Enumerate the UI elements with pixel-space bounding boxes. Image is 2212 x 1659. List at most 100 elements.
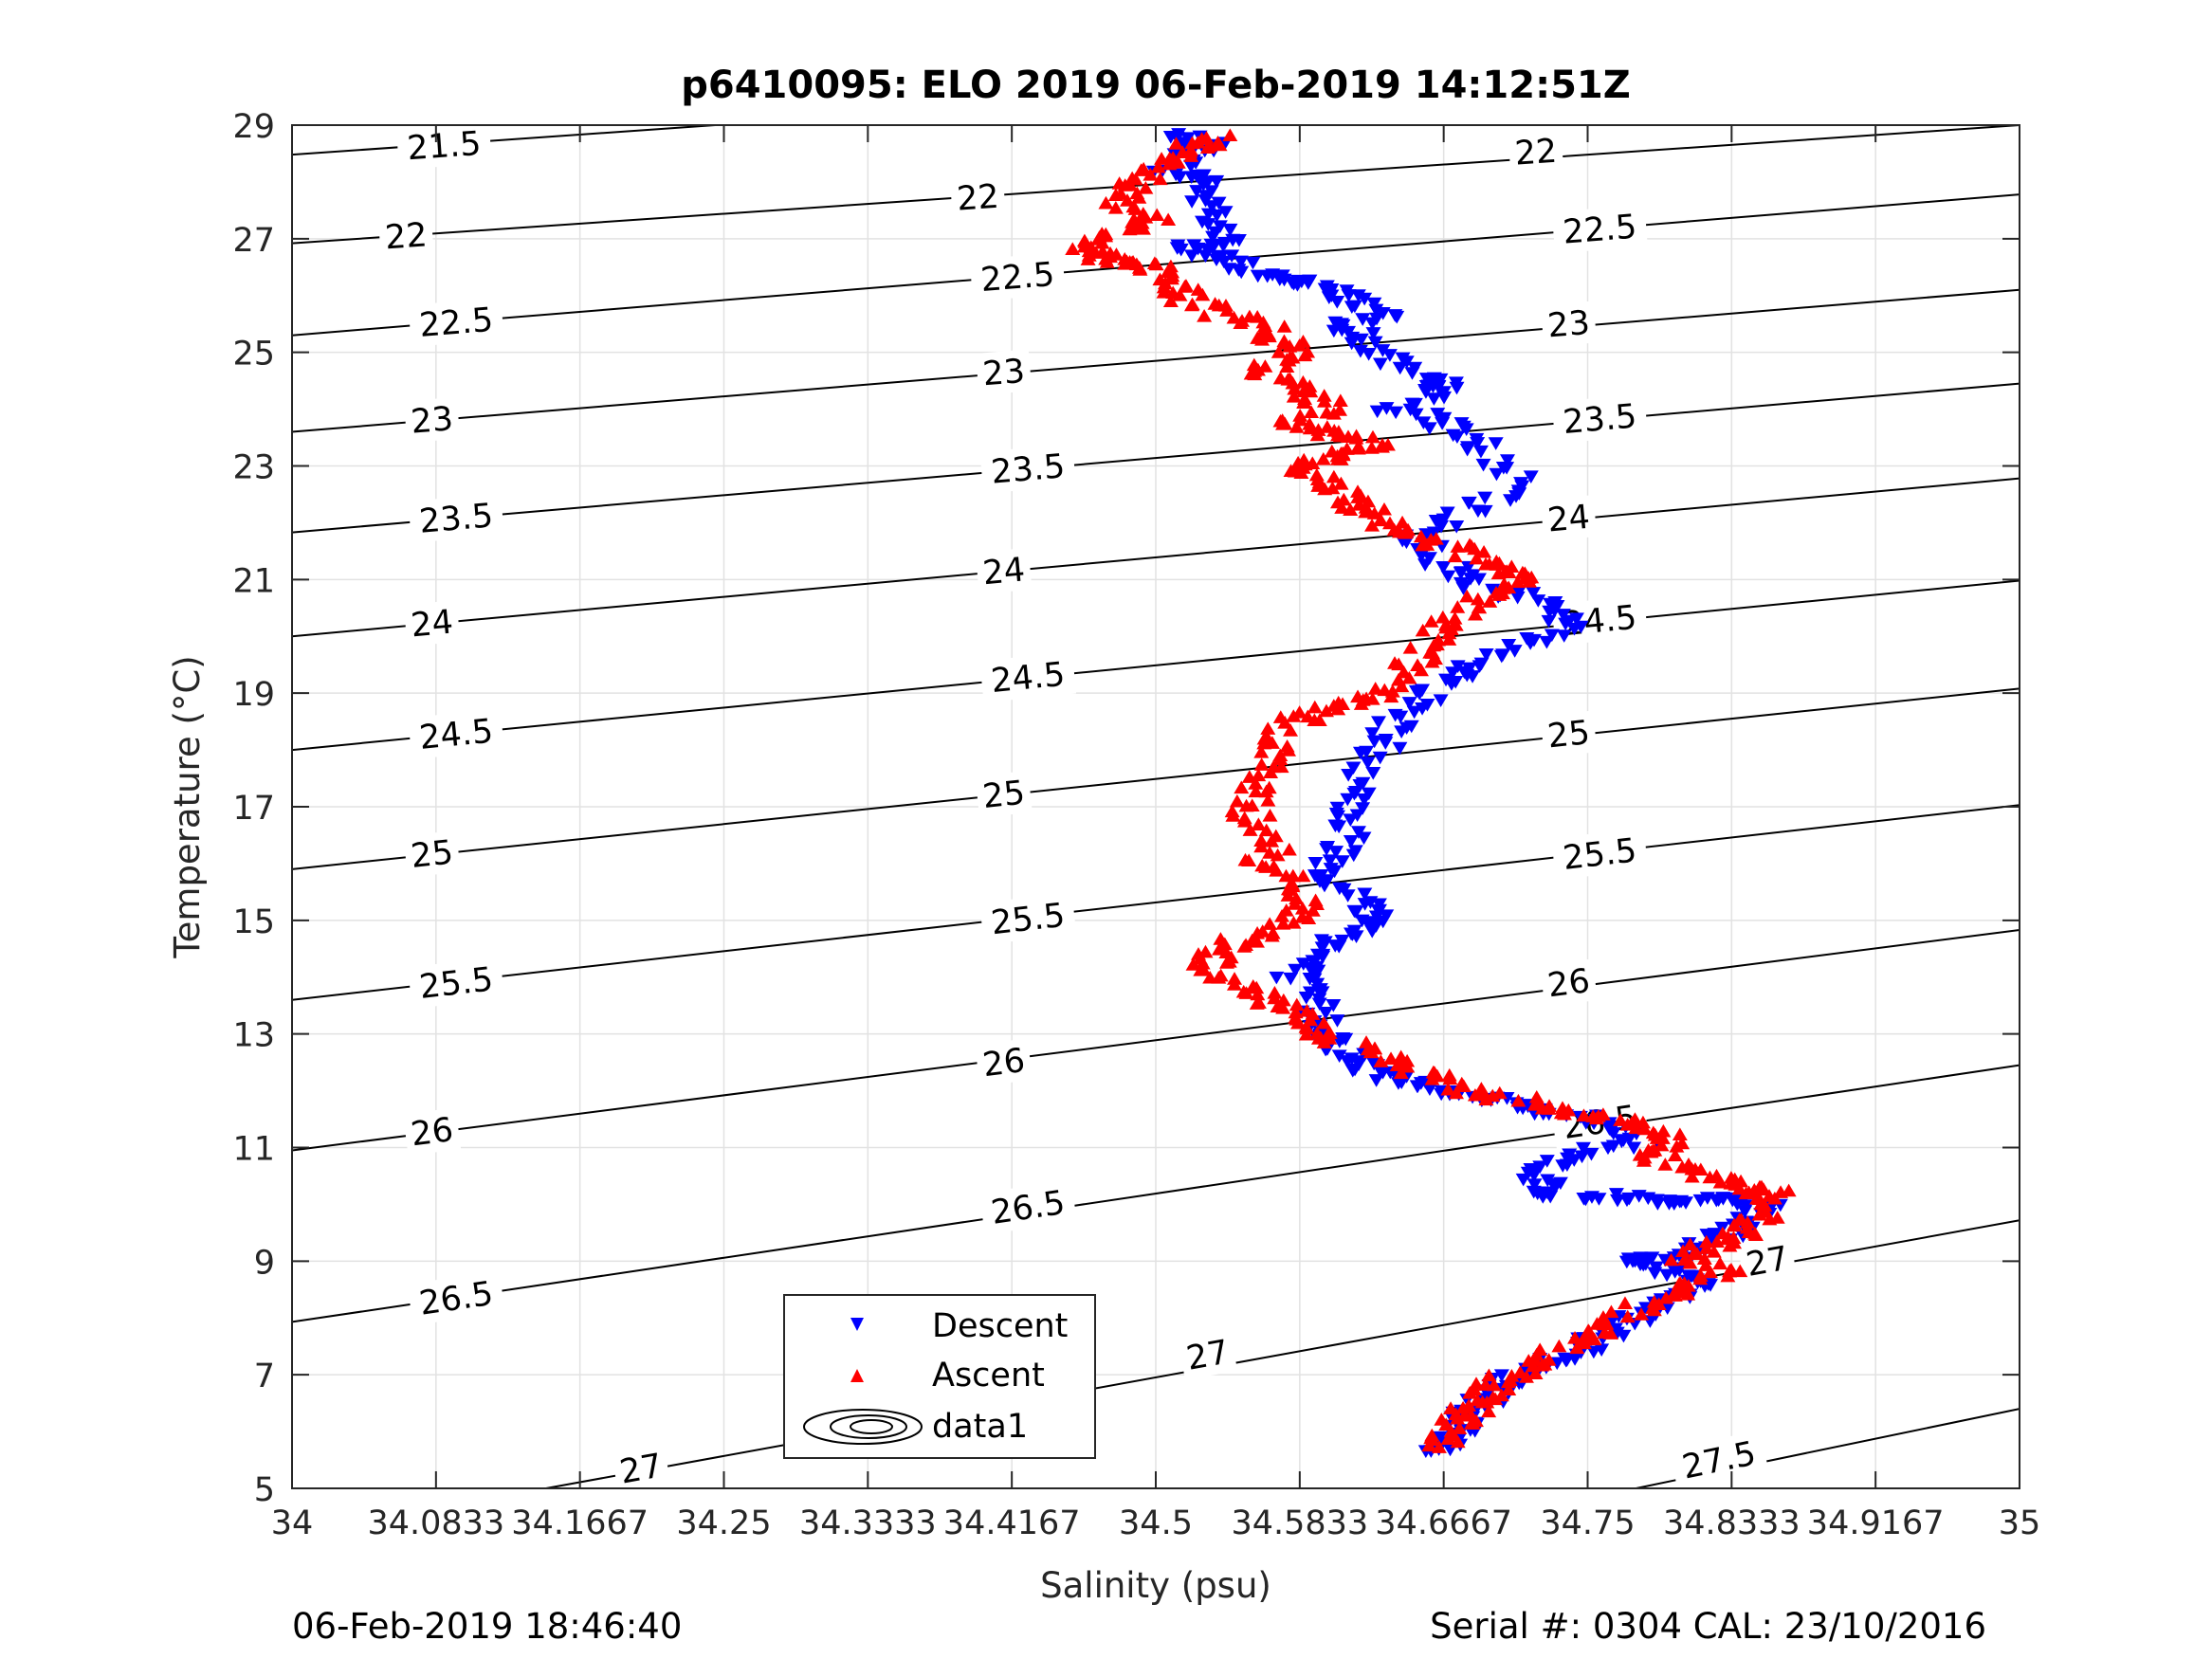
descent-point [1375,344,1391,357]
x-tick-label: 34.9167 [1807,1504,1945,1542]
descent-point [1245,256,1261,270]
y-tick-label: 11 [232,1131,275,1169]
descent-point [1478,647,1494,662]
ascent-point [1325,469,1342,483]
ascent-point [1283,723,1299,737]
ascent-point [1253,757,1270,771]
y-axis-label: Temperature (°C) [167,655,208,958]
contour-label: 25 [975,771,1033,818]
ascent-point [1692,1162,1709,1176]
descent-point [1364,317,1380,331]
descent-point [1372,357,1388,372]
ascent-point [1325,407,1342,420]
descent-point [1417,558,1434,572]
descent-point [1343,835,1359,848]
descent-point [1433,373,1449,387]
descent-point [1375,915,1391,929]
contour-label-text: 21.5 [406,125,483,168]
ascent-point [1289,997,1305,1012]
y-tick-label: 21 [232,562,275,600]
contour-label-bg [408,708,505,759]
ascent-point [1122,222,1138,236]
descent-point [1318,1006,1334,1020]
contour-label: 21.5 [395,121,492,170]
descent-point [1357,292,1373,306]
contour-label-bg [377,212,434,259]
ascent-point [1467,1087,1483,1102]
ascent-point [1679,1285,1695,1299]
descent-point [1311,997,1327,1012]
contour-label-text: 24 [981,551,1027,592]
ascent-point [1383,1051,1399,1065]
contour-label: 22 [949,174,1006,220]
density-contour-line [292,929,2020,1152]
descent-point [1540,1174,1556,1188]
descent-point [1605,1139,1621,1154]
descent-point [1471,573,1487,587]
contour-label-text: 22.5 [979,256,1056,300]
ascent-point [1133,163,1149,176]
descent-point [1331,1049,1347,1063]
ascent-point [1452,1421,1468,1434]
ascent-point [1636,1121,1653,1136]
ascent-point [1419,538,1435,551]
descent-point [1443,678,1459,691]
ascent-point [1161,156,1178,171]
descent-point [1401,697,1417,710]
descent-point [1659,1268,1675,1283]
descent-point [1366,735,1382,749]
ascent-point [1401,670,1417,684]
descent-point [1331,820,1347,834]
descent-point [1298,991,1314,1005]
contour-label-text: 24 [1546,499,1592,540]
descent-point [1458,423,1474,436]
descent-point [1440,570,1456,584]
descent-point [1331,940,1347,954]
descent-point [1271,273,1288,286]
ascent-point [1107,188,1124,201]
ascent-point [1636,1150,1653,1164]
ascent-point [1251,768,1267,782]
descent-point [1365,327,1381,340]
descent-point [1378,737,1394,750]
descent-point [1209,174,1225,189]
ascent-point [1635,1115,1651,1129]
ascent-point [1367,682,1383,695]
descent-point [1566,1154,1582,1167]
ascent-point [1138,180,1154,194]
descent-point [1329,296,1345,309]
descent-point [1488,437,1504,450]
ascent-point [1248,784,1264,798]
descent-point [1556,629,1572,643]
ascent-point [1291,338,1307,352]
ascent-point [1315,451,1331,465]
density-contour-line [292,382,2020,534]
ascent-point [1253,745,1270,758]
contour-label-bg [949,174,1006,220]
descent-point [1699,1192,1715,1205]
ascent-point [1177,280,1193,293]
ascent-point [1132,263,1148,276]
ascent-point [1363,441,1380,454]
descent-point [1475,458,1491,472]
descent-point [1341,768,1357,782]
descent-point [1325,324,1342,338]
descent-point [1224,249,1240,264]
contour-label-text: 26 [980,1042,1027,1085]
ascent-point [1459,589,1475,603]
ascent-point [1348,430,1364,445]
ascent-point [1386,522,1402,537]
ascent-point [1413,529,1429,543]
ascent-point [1343,502,1359,516]
ascent-point [1277,416,1293,430]
ascent-point [1258,784,1274,798]
ascent-point [1415,623,1431,637]
ascent-point [1696,1251,1712,1266]
ascent-point [1353,697,1369,710]
ascent-point [1287,381,1303,395]
descent-point [1222,223,1238,237]
contour-label-text: 23.5 [990,447,1067,492]
descent-point [1703,1279,1719,1292]
contour-label: 26 [975,1038,1033,1086]
density-contour-line [292,804,2020,1001]
